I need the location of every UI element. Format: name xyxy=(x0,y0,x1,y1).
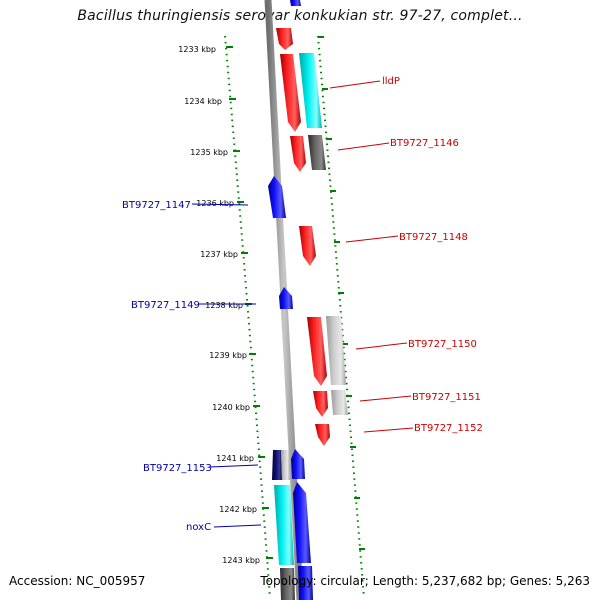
gene-feature-noxC[interactable] xyxy=(293,482,311,563)
tick-label: 1235 kbp xyxy=(190,148,228,157)
gene-label-BT9727_1148[interactable]: BT9727_1148 xyxy=(399,232,468,243)
tick-label: 1237 kbp xyxy=(200,250,238,259)
tick-label: 1236 kbp xyxy=(196,199,234,208)
gene-label-lldP[interactable]: lldP xyxy=(382,76,400,87)
cds-feature-noxC[interactable] xyxy=(274,485,294,565)
tick-label: 1234 kbp xyxy=(184,97,222,106)
major-tick-marks xyxy=(226,36,365,559)
gene-feature-bottom-partial[interactable] xyxy=(298,566,313,600)
feature-top-blue-partial xyxy=(290,0,301,6)
gene-label-BT9727_1150[interactable]: BT9727_1150 xyxy=(408,339,477,350)
cds-feature-BT9727_1153-gray[interactable] xyxy=(281,450,290,480)
cds-feature-BT9727_1146[interactable] xyxy=(308,135,326,170)
cds-feature-BT9727_1150[interactable] xyxy=(326,316,346,385)
tick-label: 1233 kbp xyxy=(178,45,216,54)
gene-label-BT9727_1149[interactable]: BT9727_1149 xyxy=(131,300,200,311)
map-title: Bacillus thuringiensis serovar konkukian… xyxy=(77,8,523,24)
gene-feature-BT9727_1146[interactable] xyxy=(290,136,306,172)
gene-feature-BT9727_1147[interactable] xyxy=(268,176,286,218)
gene-feature-BT9727_1148[interactable] xyxy=(299,226,316,266)
topology-text: Topology: circular; Length: 5,237,682 bp… xyxy=(260,574,590,588)
gene-feature-BT9727_1152[interactable] xyxy=(315,424,330,446)
accession-text: Accession: NC_005957 xyxy=(9,574,146,588)
tick-label: 1241 kbp xyxy=(216,454,254,463)
tick-label: 1238 kbp xyxy=(205,301,243,310)
gene-feature-BT9727_1150[interactable] xyxy=(307,317,327,386)
gene-label-BT9727_1147[interactable]: BT9727_1147 xyxy=(122,200,191,211)
gene-feature-BT9727_1149[interactable] xyxy=(279,287,293,309)
gene-label-BT9727_1151[interactable]: BT9727_1151 xyxy=(412,392,481,403)
gene-label-BT9727_1153[interactable]: BT9727_1153 xyxy=(143,463,212,474)
tick-label: 1240 kbp xyxy=(212,403,250,412)
gene-label-BT9727_1152[interactable]: BT9727_1152 xyxy=(414,423,483,434)
label-leader-lines xyxy=(191,80,414,528)
tick-labels: 1233 kbp 1234 kbp 1235 kbp 1236 kbp 1237… xyxy=(178,45,260,565)
cds-feature-bottom-gray[interactable] xyxy=(280,568,295,600)
tick-label: 1242 kbp xyxy=(219,505,257,514)
feature-top-red-partial xyxy=(276,28,293,50)
gene-labels: lldP BT9727_1146 BT9727_1148 BT9727_1150… xyxy=(122,76,483,533)
tick-label: 1243 kbp xyxy=(222,556,260,565)
cds-feature-BT9727_1153[interactable] xyxy=(272,450,282,480)
gene-feature-BT9727_1153[interactable] xyxy=(291,449,305,479)
gene-feature-BT9727_1151[interactable] xyxy=(313,391,328,417)
cds-feature-BT9727_1151[interactable] xyxy=(331,390,348,415)
gene-label-noxC[interactable]: noxC xyxy=(186,522,211,533)
gene-feature-lldP[interactable] xyxy=(280,54,301,132)
gene-label-BT9727_1146[interactable]: BT9727_1146 xyxy=(390,138,459,149)
cds-feature-lldP[interactable] xyxy=(299,53,322,128)
tick-label: 1239 kbp xyxy=(209,351,247,360)
